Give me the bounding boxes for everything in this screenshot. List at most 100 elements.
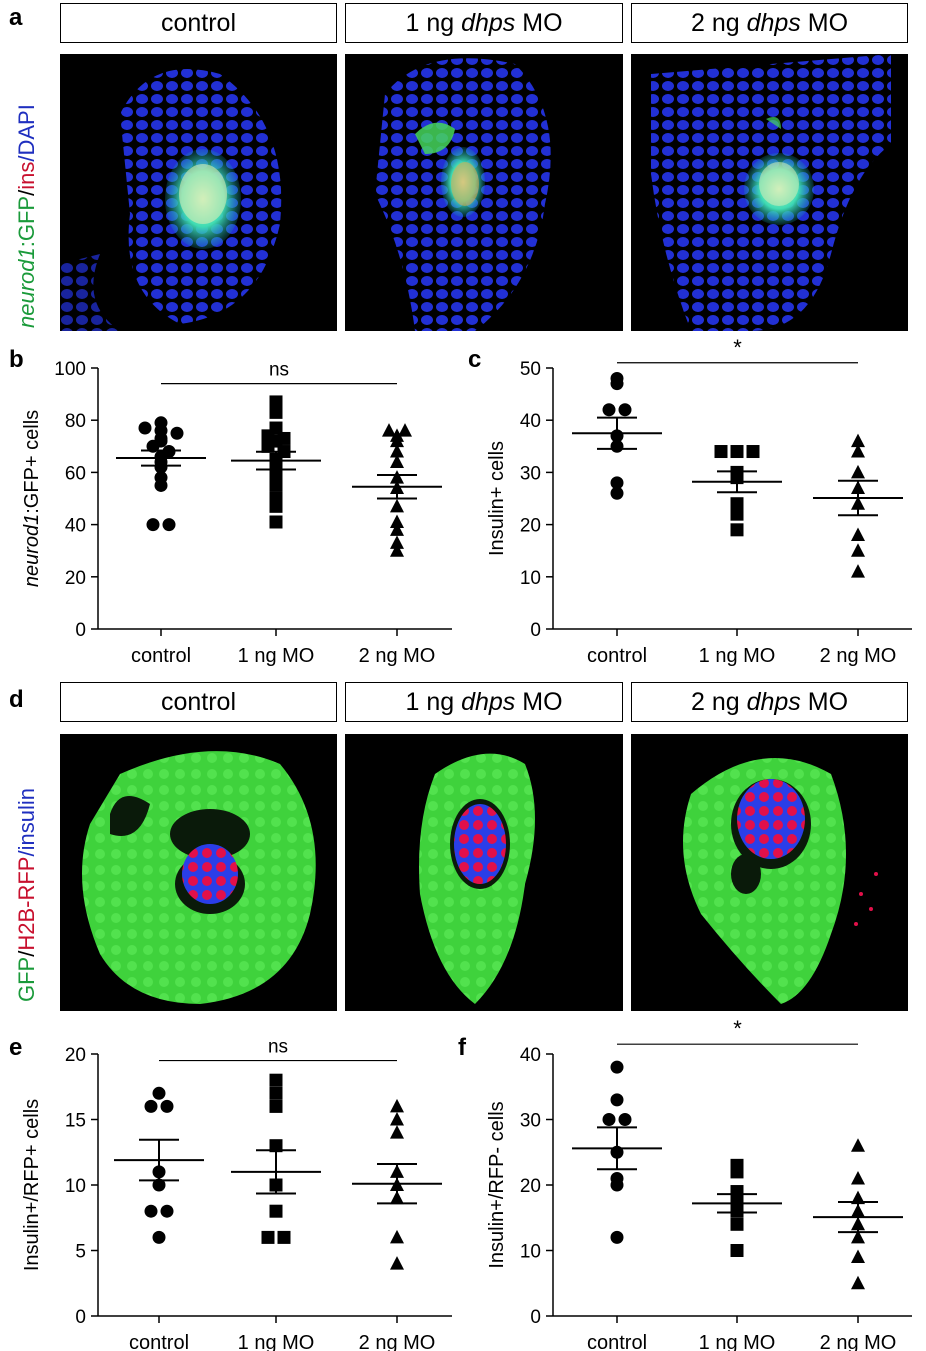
data-point — [390, 1112, 404, 1126]
y-tick-label: 80 — [65, 411, 86, 432]
data-point — [269, 395, 283, 409]
data-point — [138, 421, 152, 435]
y-tick-label: 5 — [75, 1242, 86, 1263]
y-tick-label: 0 — [75, 1307, 86, 1328]
condition-label-control-a: control — [60, 3, 337, 43]
y-axis-label-part: Insulin+/RFP+ cells — [21, 1099, 43, 1271]
y-tick-label: 50 — [520, 359, 541, 380]
x-tick-label: control — [129, 1332, 189, 1351]
y-tick-label: 20 — [65, 568, 86, 589]
data-point — [390, 444, 404, 458]
data-point — [851, 527, 865, 542]
panel-letter-f: f — [458, 1034, 466, 1061]
data-point — [269, 515, 283, 529]
y-axis-label: neurod1:GFP+ cells — [21, 410, 43, 587]
y-axis-label-part: Insulin+ cells — [486, 441, 508, 556]
data-point — [851, 1229, 865, 1244]
chart-b: 0 20 40 60 80 100 control 1 ng MO 2 ng MO neurod1… — [21, 359, 452, 667]
significance-label: * — [733, 335, 742, 360]
micrograph-a-2ng — [631, 54, 908, 331]
x-tick-label: control — [131, 645, 191, 667]
y-axis-label: Insulin+ cells — [486, 441, 508, 556]
y-tick-label: 20 — [520, 516, 541, 537]
data-point — [851, 1138, 865, 1152]
data-point — [154, 471, 168, 485]
data-point — [851, 464, 865, 479]
data-point — [851, 433, 865, 448]
condition-label-2ng-a: 2 ng dhps MO — [631, 3, 908, 43]
data-point — [269, 492, 283, 505]
y-tick-label: 20 — [520, 1176, 541, 1197]
data-point — [390, 498, 404, 513]
data-point — [144, 1099, 158, 1113]
data-point — [730, 507, 744, 521]
data-point — [390, 1125, 404, 1139]
y-tick-label: 40 — [65, 516, 86, 537]
y-tick-label: 60 — [65, 463, 86, 484]
data-point — [398, 423, 412, 437]
condition-label-2ng-d: 2 ng dhps MO — [631, 682, 908, 722]
data-point — [390, 535, 404, 549]
y-tick-label: 0 — [75, 620, 86, 641]
y-tick-label: 10 — [520, 568, 541, 589]
data-point — [269, 1099, 283, 1113]
data-point — [390, 543, 404, 557]
y-tick-label: 15 — [65, 1111, 86, 1132]
data-point — [610, 476, 624, 490]
data-point — [160, 1204, 174, 1218]
data-point — [730, 497, 744, 511]
data-point — [269, 405, 283, 419]
panel-letter-c: c — [468, 346, 482, 373]
y-tick-label: 40 — [520, 411, 541, 432]
micrograph-d-control — [60, 734, 337, 1011]
data-point — [610, 371, 624, 385]
data-point — [390, 454, 404, 468]
data-point — [154, 416, 168, 430]
y-tick-label: 40 — [520, 1045, 541, 1066]
significance-label: ns — [268, 1037, 288, 1058]
data-point — [851, 1249, 865, 1264]
data-point — [730, 1158, 744, 1172]
data-point — [714, 445, 728, 459]
y-axis-label-part: Insulin+/RFP- cells — [486, 1101, 508, 1268]
y-tick-label: 0 — [530, 620, 541, 641]
panel-letter-d: d — [9, 686, 24, 713]
data-point — [610, 1060, 624, 1074]
significance-label: ns — [269, 360, 289, 381]
y-tick-label: 10 — [520, 1242, 541, 1263]
y-tick-label: 30 — [520, 1111, 541, 1132]
data-point — [277, 1230, 291, 1244]
data-point — [269, 1086, 283, 1100]
x-tick-label: 1 ng MO — [238, 1332, 315, 1351]
y-axis-label-part: neurod1 — [21, 514, 43, 587]
micrograph-a-1ng — [345, 54, 623, 331]
condition-label-control-d: control — [60, 682, 337, 722]
data-point — [610, 486, 624, 500]
data-point — [390, 1229, 404, 1244]
data-point — [618, 1113, 632, 1126]
micrograph-a-control — [60, 54, 337, 331]
data-point — [851, 564, 865, 578]
data-point — [152, 1230, 166, 1244]
data-point — [144, 1204, 158, 1218]
chart-f: 0 10 20 30 40 control 1 ng MO 2 ng MO Insulin+/R… — [486, 1016, 912, 1351]
data-point — [746, 445, 760, 459]
data-point — [160, 1099, 174, 1113]
data-point — [851, 444, 865, 458]
panel-letter-a: a — [9, 4, 23, 31]
chart-c: 0 10 20 30 40 50 control 1 ng MO 2 ng MO Insulin+… — [486, 335, 912, 667]
data-point — [382, 423, 396, 437]
x-tick-label: 2 ng MO — [820, 645, 897, 667]
y-axis-label: Insulin+/RFP+ cells — [21, 1099, 43, 1271]
chart-e: 0 5 10 15 20 control 1 ng MO 2 ng MO Insulin+/RF… — [21, 1037, 452, 1351]
data-point — [152, 1178, 166, 1192]
data-point — [610, 1230, 624, 1244]
data-point — [269, 1139, 283, 1153]
data-point — [390, 522, 404, 536]
data-point — [390, 428, 404, 442]
data-point — [277, 431, 291, 445]
data-point — [269, 1073, 283, 1087]
x-tick-label: 2 ng MO — [359, 645, 436, 667]
data-point — [610, 1171, 624, 1185]
